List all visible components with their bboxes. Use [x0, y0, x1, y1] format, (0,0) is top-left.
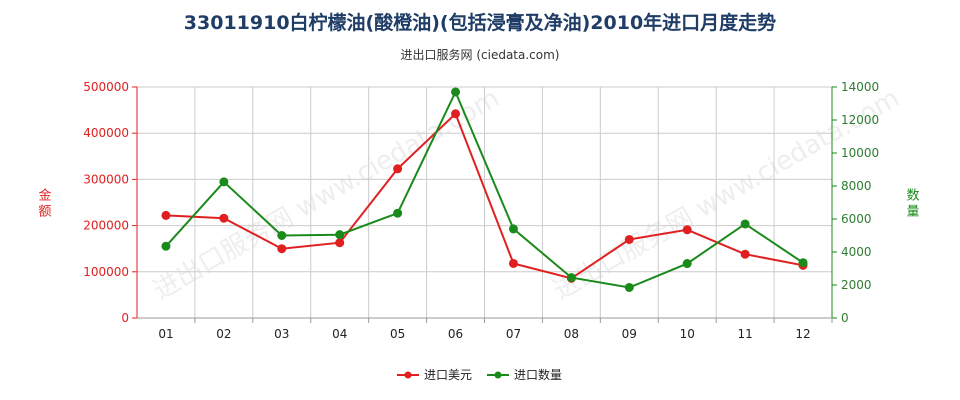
legend-label-import-quantity: 进口数量 — [514, 367, 562, 382]
x-axis-tick-label: 08 — [564, 327, 579, 341]
chart-subtitle: 进出口服务网 (ciedata.com) — [400, 48, 560, 62]
data-point-import-quantity — [451, 87, 461, 97]
data-point-import-quantity — [798, 258, 808, 268]
legend-layer: 进口美元 进口数量 — [397, 367, 562, 382]
data-point-import-quantity — [566, 273, 576, 283]
right-axis-tick-label: 2000 — [841, 278, 872, 292]
data-point-import-usd — [740, 249, 750, 259]
data-point-import-usd — [451, 109, 461, 119]
grid-layer — [136, 86, 833, 319]
data-point-import-quantity — [508, 224, 518, 234]
data-point-import-quantity — [219, 177, 229, 187]
left-axis-tick-label: 300000 — [83, 172, 129, 186]
left-axis-title-char: 金 — [38, 188, 51, 204]
data-point-import-quantity — [624, 282, 634, 292]
x-axis-tick-label: 04 — [332, 327, 347, 341]
chart-title: 33011910白柠檬油(酸橙油)(包括浸膏及净油)2010年进口月度走势 — [183, 12, 777, 34]
right-axis-title: 数量 — [906, 189, 919, 220]
x-axis-tick-label: 11 — [737, 327, 752, 341]
left-axis-tick-label: 100000 — [83, 265, 129, 279]
x-axis-tick-label: 09 — [622, 327, 637, 341]
right-axis-tick-label: 4000 — [841, 245, 872, 259]
data-point-import-usd — [219, 213, 229, 223]
legend-label-import-usd: 进口美元 — [424, 368, 472, 382]
x-axis-tick-label: 12 — [795, 327, 810, 341]
right-axis-tick-label: 8000 — [841, 179, 872, 193]
left-axis-tick-label: 400000 — [83, 126, 129, 140]
series-layer — [161, 87, 808, 292]
axes-layer: 0 100000 200000 300000 400000 500000 0 2000 4000… — [38, 80, 919, 341]
data-point-import-quantity — [161, 241, 171, 251]
x-axis-tick-label: 07 — [506, 327, 521, 341]
left-axis-title-char: 额 — [38, 205, 51, 220]
data-point-import-usd — [682, 225, 692, 235]
right-axis-title-char: 量 — [906, 205, 919, 220]
x-axis-tick-label: 10 — [680, 327, 695, 341]
right-axis-tick-label: 6000 — [841, 212, 872, 226]
right-axis-tick-label: 10000 — [841, 146, 879, 160]
data-point-import-quantity — [335, 230, 345, 240]
data-point-import-usd — [624, 234, 634, 244]
data-point-import-usd — [393, 164, 403, 174]
x-axis-tick-label: 06 — [448, 327, 463, 341]
data-point-import-usd — [508, 258, 518, 268]
left-axis-title: 金额 — [38, 188, 51, 220]
x-axis-tick-label: 02 — [216, 327, 231, 341]
legend-marker-import-quantity — [494, 371, 502, 379]
data-point-import-quantity — [277, 231, 287, 240]
data-point-import-usd — [161, 210, 171, 220]
left-axis-tick-label: 200000 — [83, 219, 129, 233]
data-point-import-quantity — [682, 259, 692, 269]
series-line-import-usd — [165, 112, 804, 280]
data-point-import-quantity — [740, 219, 750, 229]
right-axis-tick-label: 12000 — [841, 113, 879, 127]
left-axis-tick-label: 500000 — [83, 80, 129, 94]
right-axis-tick-label: 14000 — [841, 80, 879, 94]
data-point-import-usd — [277, 244, 287, 254]
right-axis-tick-label: 0 — [841, 311, 849, 325]
x-axis-tick-label: 05 — [390, 327, 405, 341]
watermark-layer: 进出口服务网 www.ciedata.com 进出口服务网 www.ciedat… — [149, 83, 905, 306]
x-axis-tick-label: 01 — [158, 327, 173, 341]
left-axis-tick-label: 0 — [121, 311, 129, 325]
series-line-import-quantity — [165, 89, 804, 289]
legend-marker-import-usd — [404, 371, 412, 379]
data-point-import-usd — [335, 238, 345, 248]
right-axis-title-char: 数 — [906, 189, 919, 204]
x-axis-tick-label: 03 — [274, 327, 289, 341]
data-point-import-quantity — [393, 208, 403, 218]
